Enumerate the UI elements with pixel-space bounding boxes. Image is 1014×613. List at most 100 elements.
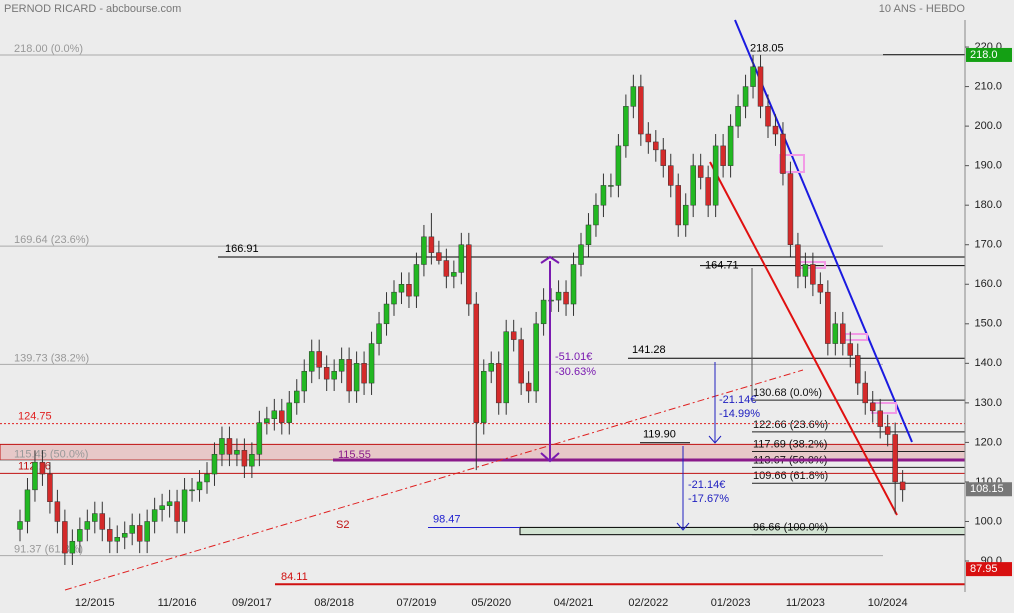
- candle-body: [488, 363, 494, 372]
- candle-body: [69, 540, 76, 554]
- fib-label: 122.66 (23.6%): [753, 419, 828, 431]
- y-tick-label: 160.0: [974, 278, 1002, 290]
- fib-label: 130.68 (0.0%): [753, 387, 822, 399]
- arrow-head: [708, 435, 722, 444]
- candle-body: [181, 489, 188, 522]
- candle-body: [720, 145, 726, 166]
- candle-body: [540, 299, 547, 325]
- candle-body: [286, 402, 293, 423]
- candle-body: [249, 454, 255, 467]
- level-label: 166.91: [225, 243, 259, 255]
- candle-body: [338, 359, 345, 372]
- fib-label: 115.45 (50.0%): [14, 448, 88, 460]
- level-label: 98.47: [433, 513, 461, 525]
- candle-body: [99, 513, 106, 530]
- candle-body: [712, 145, 719, 206]
- price-tag-label: 218.0: [970, 49, 998, 61]
- candle-body: [817, 284, 824, 293]
- candle-body: [383, 303, 390, 325]
- candle-body: [884, 426, 891, 435]
- candle-body: [675, 185, 681, 226]
- candle-body: [316, 351, 322, 368]
- candle-body: [166, 501, 173, 506]
- candle-body: [406, 284, 412, 297]
- candle-body: [832, 323, 839, 344]
- candle-body: [795, 244, 801, 277]
- candle-body: [256, 422, 263, 455]
- y-tick-label: 170.0: [974, 239, 1002, 251]
- candle-body: [264, 418, 270, 423]
- y-tick-label: 150.0: [974, 318, 1002, 330]
- candle-body: [151, 509, 158, 522]
- fib-label: 169.64 (23.6%): [14, 234, 89, 246]
- candle-body: [47, 473, 53, 502]
- candle-body: [204, 473, 210, 483]
- highlight-box: [779, 154, 805, 173]
- candle-body: [757, 66, 764, 107]
- candle-body: [226, 438, 233, 455]
- candle-body: [174, 501, 180, 522]
- fib-label: 109.66 (61.8%): [753, 470, 828, 482]
- arrow-head: [540, 452, 560, 463]
- fib-label: 139.73 (38.2%): [14, 352, 89, 364]
- candle-body: [107, 529, 113, 542]
- candle-body: [451, 272, 457, 277]
- price-tag-label: 108.15: [970, 483, 1004, 495]
- candle-body: [518, 339, 524, 384]
- candle-body: [615, 145, 622, 186]
- trend-line: [64, 369, 804, 591]
- levels: 218.00 (0.0%) 169.64 (23.6%) 139.73 (38.2%…: [0, 43, 965, 586]
- x-tick-label: 09/2017: [232, 597, 272, 609]
- candle-body: [510, 331, 517, 340]
- candle-body: [899, 481, 906, 491]
- candle-body: [241, 450, 248, 467]
- candle-body: [697, 165, 704, 178]
- x-tick-label: 12/2015: [75, 597, 115, 609]
- fib-label: 218.00 (0.0%): [14, 43, 83, 55]
- candle-body: [136, 525, 143, 542]
- candle-body: [189, 489, 195, 492]
- level-label: 141.28: [632, 344, 666, 356]
- highlight-box: [871, 402, 897, 414]
- candle-body: [563, 291, 569, 305]
- axis: 12/2015 11/2016 09/2017 08/2018 07/2019 05/20…: [75, 41, 1012, 609]
- candle-body: [840, 323, 846, 344]
- candle-body: [810, 264, 816, 285]
- candle-body: [77, 529, 83, 542]
- candle-body: [555, 291, 562, 301]
- candle-body: [877, 410, 883, 427]
- measure-amount: -21.14€: [719, 394, 756, 406]
- candle-body: [24, 489, 31, 522]
- candle-body: [765, 106, 771, 127]
- y-tick-label: 120.0: [974, 436, 1002, 448]
- price-tag: [966, 482, 1012, 497]
- candle-body: [361, 363, 367, 384]
- candle-body: [17, 521, 23, 530]
- x-tick-label: 11/2023: [786, 597, 825, 609]
- measure-percent: -30.63%: [555, 366, 596, 378]
- candle-body: [585, 224, 592, 245]
- candle-body: [727, 125, 734, 166]
- price-tag: [966, 562, 1012, 577]
- candle-body: [279, 410, 285, 423]
- measure-amount: -51.01€: [555, 351, 592, 363]
- candle-body: [742, 86, 749, 107]
- candle-body: [398, 284, 405, 293]
- candle-body: [869, 402, 876, 412]
- candle-body: [346, 359, 352, 392]
- highlight-box: [844, 333, 868, 341]
- y-tick-label: 130.0: [974, 397, 1002, 409]
- y-tick-label: 200.0: [974, 120, 1002, 132]
- y-tick-label: 100.0: [974, 515, 1002, 527]
- candle-body: [121, 533, 128, 538]
- candle-body: [443, 260, 450, 277]
- x-tick-label: 11/2016: [158, 597, 197, 609]
- candle-body: [211, 454, 218, 475]
- candle-body: [323, 367, 330, 380]
- candle-body: [32, 461, 38, 491]
- fib-label: 117.69 (38.2%): [753, 438, 827, 450]
- candle-body: [600, 185, 607, 206]
- candle-body: [353, 363, 360, 392]
- x-tick-label: 10/2024: [868, 597, 908, 609]
- candle-body: [645, 133, 652, 143]
